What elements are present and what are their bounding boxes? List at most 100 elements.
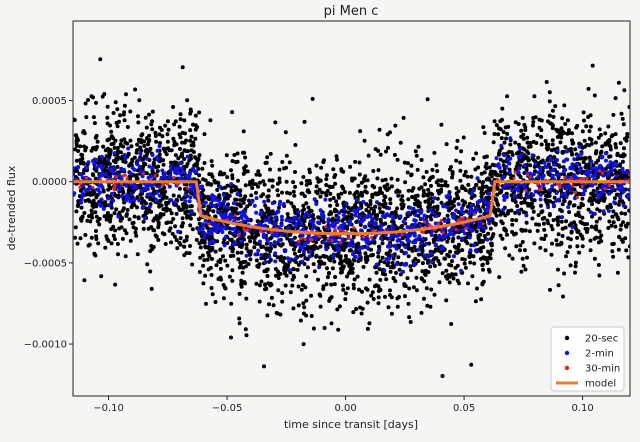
data-point <box>74 143 79 148</box>
data-point <box>430 167 435 172</box>
data-point <box>458 218 462 222</box>
data-point <box>537 188 541 192</box>
data-point <box>113 138 118 143</box>
data-point <box>382 198 386 203</box>
data-point <box>273 240 278 245</box>
data-point <box>357 287 361 292</box>
data-point <box>280 299 285 304</box>
data-point <box>209 273 214 277</box>
data-point <box>285 199 290 204</box>
data-point <box>343 291 348 296</box>
data-point <box>94 229 98 233</box>
data-point <box>492 119 497 124</box>
data-point <box>301 311 306 316</box>
data-point <box>118 174 123 179</box>
data-point <box>563 145 568 150</box>
data-point <box>420 277 425 282</box>
data-point <box>256 169 261 174</box>
data-point <box>111 141 116 146</box>
data-point <box>314 236 318 241</box>
data-point <box>383 221 388 226</box>
data-point <box>460 186 464 190</box>
legend-swatch <box>564 365 570 371</box>
data-point <box>613 162 618 167</box>
data-point <box>396 255 401 260</box>
data-point <box>353 210 358 215</box>
data-point <box>171 217 176 221</box>
data-point <box>268 283 273 288</box>
data-point <box>135 162 140 167</box>
data-point <box>542 186 547 191</box>
data-point <box>125 177 129 181</box>
data-point <box>526 140 531 145</box>
data-point <box>405 161 410 166</box>
y-tick-label: 0.0005 <box>32 96 67 107</box>
data-point <box>592 256 597 261</box>
data-point <box>263 214 268 219</box>
data-point <box>229 182 234 187</box>
data-point <box>380 241 385 246</box>
data-point <box>544 80 549 84</box>
data-point <box>441 204 446 209</box>
data-point <box>614 174 619 179</box>
data-point <box>202 258 207 263</box>
data-point <box>455 278 460 283</box>
data-point <box>374 270 379 275</box>
data-point <box>296 213 301 218</box>
data-point <box>412 218 417 223</box>
data-point <box>178 161 183 165</box>
data-point <box>221 283 226 287</box>
data-point <box>368 199 373 203</box>
data-point <box>621 220 625 225</box>
data-point <box>603 151 608 156</box>
data-point <box>87 214 91 219</box>
data-point <box>538 166 543 170</box>
data-point <box>514 186 519 191</box>
data-point <box>321 215 326 220</box>
data-point <box>283 283 288 288</box>
data-point <box>609 223 614 228</box>
data-point <box>611 241 616 246</box>
data-point <box>403 245 408 250</box>
data-point <box>469 362 474 367</box>
data-point <box>144 125 149 130</box>
data-point <box>490 162 495 167</box>
data-point <box>206 231 211 236</box>
data-point <box>570 225 575 230</box>
data-point <box>76 149 81 153</box>
data-point <box>279 223 284 228</box>
data-point <box>584 124 589 129</box>
data-point <box>334 243 339 248</box>
data-point <box>337 247 342 252</box>
data-point <box>345 260 350 265</box>
data-point <box>416 144 421 149</box>
data-point <box>489 241 494 246</box>
data-point <box>94 204 99 209</box>
data-point <box>275 233 279 238</box>
data-point <box>572 173 576 178</box>
data-point <box>107 162 112 166</box>
data-point <box>578 156 583 161</box>
data-point <box>189 210 194 215</box>
data-point <box>394 246 399 251</box>
data-point <box>73 172 76 177</box>
data-point <box>451 232 456 237</box>
data-point <box>458 168 463 173</box>
data-point <box>623 236 628 241</box>
data-point <box>310 96 315 101</box>
data-point <box>273 215 278 220</box>
data-point <box>248 257 253 262</box>
data-point <box>454 145 459 150</box>
data-point <box>555 148 560 153</box>
data-point <box>471 209 476 214</box>
data-point <box>536 155 541 160</box>
data-point <box>251 182 256 187</box>
data-point <box>184 138 188 143</box>
data-point <box>337 304 342 309</box>
data-point <box>386 260 391 265</box>
data-point <box>158 141 162 145</box>
data-point <box>136 114 140 119</box>
x-axis: −0.10 −0.05 0.00 0.05 0.10 <box>93 396 594 414</box>
data-point <box>454 208 459 213</box>
data-point <box>257 173 262 177</box>
